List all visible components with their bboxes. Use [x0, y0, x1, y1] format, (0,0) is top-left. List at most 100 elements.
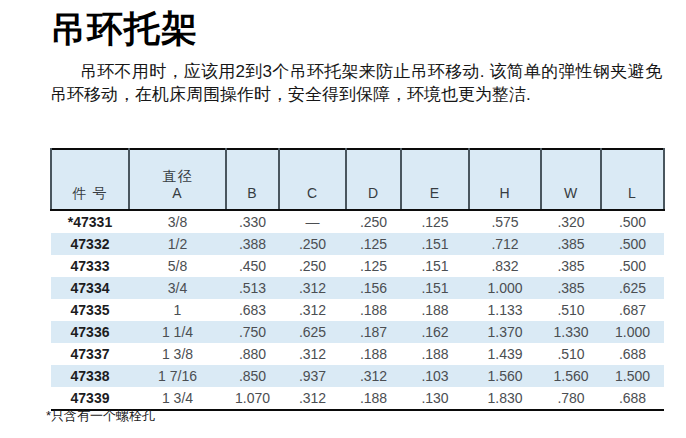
col-header-5: E	[401, 149, 469, 210]
table-cell: .125	[346, 233, 401, 255]
table-row: 473361 1/4.750.625.187.1621.3701.3301.00…	[51, 321, 664, 343]
table-cell: 1 7/16	[129, 365, 226, 387]
table-cell: .687	[601, 299, 664, 321]
parts-table-container: 件 号直径 ABCDEHWL *473313/8.330—.250.125.57…	[50, 148, 663, 411]
table-cell: .156	[346, 277, 401, 299]
table-row: 473321/2.388.250.125.151.712.385.500	[51, 233, 664, 255]
part-number-cell: 47334	[51, 277, 129, 299]
table-cell: 3/8	[129, 210, 226, 233]
table-cell: .510	[541, 299, 601, 321]
table-cell: .780	[541, 387, 601, 410]
part-number-cell: 47333	[51, 255, 129, 277]
footnote: *只含有一个螺栓孔	[46, 407, 155, 425]
part-number-cell: 47335	[51, 299, 129, 321]
table-row: 473351.683.312.188.1881.133.510.687	[51, 299, 664, 321]
table-cell: .312	[279, 277, 346, 299]
table-cell: 3/4	[129, 277, 226, 299]
table-cell: .750	[226, 321, 279, 343]
table-cell: .250	[279, 255, 346, 277]
table-cell: .320	[541, 210, 601, 233]
table-cell: .250	[279, 233, 346, 255]
col-header-1: 直径 A	[129, 149, 226, 210]
table-cell: 1/2	[129, 233, 226, 255]
table-cell: .162	[401, 321, 469, 343]
table-header-row: 件 号直径 ABCDEHWL	[51, 149, 664, 210]
table-body: *473313/8.330—.250.125.575.320.500473321…	[51, 210, 664, 410]
intro-paragraph: 吊环不用时，应该用2到3个吊环托架来防止吊环移动. 该简单的弹性钢夹避免吊环移动…	[50, 60, 662, 106]
part-number-cell: *47331	[51, 210, 129, 233]
table-cell: .330	[226, 210, 279, 233]
table-cell: .850	[226, 365, 279, 387]
table-cell: 1.370	[469, 321, 541, 343]
table-cell: .312	[279, 299, 346, 321]
table-cell: .500	[601, 210, 664, 233]
table-cell: .385	[541, 277, 601, 299]
table-cell: .151	[401, 255, 469, 277]
table-cell: 1.133	[469, 299, 541, 321]
table-cell: .125	[401, 210, 469, 233]
table-cell: 5/8	[129, 255, 226, 277]
table-cell: .312	[279, 343, 346, 365]
col-header-2: B	[226, 149, 279, 210]
table-row: 473371 3/8.880.312.188.1881.439.510.688	[51, 343, 664, 365]
page-title: 吊环托架	[0, 0, 686, 50]
table-cell: .388	[226, 233, 279, 255]
table-cell: .151	[401, 233, 469, 255]
table-cell: .151	[401, 277, 469, 299]
table-cell: 1 1/4	[129, 321, 226, 343]
table-cell: 1.000	[469, 277, 541, 299]
table-cell: .250	[346, 210, 401, 233]
col-header-6: H	[469, 149, 541, 210]
table-cell: .937	[279, 365, 346, 387]
table-cell: 1	[129, 299, 226, 321]
table-cell: .312	[346, 365, 401, 387]
table-cell: 1.330	[541, 321, 601, 343]
part-number-cell: 47336	[51, 321, 129, 343]
table-cell: .188	[346, 387, 401, 410]
table-cell: 1.830	[469, 387, 541, 410]
col-header-7: W	[541, 149, 601, 210]
table-cell: .385	[541, 255, 601, 277]
table-cell: .688	[601, 387, 664, 410]
table-cell: .510	[541, 343, 601, 365]
table-cell: .188	[401, 343, 469, 365]
table-cell: .513	[226, 277, 279, 299]
catalog-page: 吊环托架 吊环不用时，应该用2到3个吊环托架来防止吊环移动. 该简单的弹性钢夹避…	[0, 0, 686, 438]
table-cell: .450	[226, 255, 279, 277]
table-cell: .187	[346, 321, 401, 343]
part-number-cell: 47332	[51, 233, 129, 255]
table-cell: .130	[401, 387, 469, 410]
part-number-cell: 47338	[51, 365, 129, 387]
table-cell: .625	[601, 277, 664, 299]
table-cell: .575	[469, 210, 541, 233]
table-cell: .103	[401, 365, 469, 387]
col-header-8: L	[601, 149, 664, 210]
table-row: 473381 7/16.850.937.312.1031.5601.5601.5…	[51, 365, 664, 387]
table-cell: .500	[601, 233, 664, 255]
table-cell: .312	[279, 387, 346, 410]
table-cell: .683	[226, 299, 279, 321]
table-cell: .188	[346, 299, 401, 321]
table-cell: .125	[346, 255, 401, 277]
col-header-3: C	[279, 149, 346, 210]
col-header-0: 件 号	[51, 149, 129, 210]
table-cell: 1.560	[469, 365, 541, 387]
table-cell: .688	[601, 343, 664, 365]
table-cell: .625	[279, 321, 346, 343]
parts-table: 件 号直径 ABCDEHWL *473313/8.330—.250.125.57…	[50, 148, 665, 411]
table-row: 473335/8.450.250.125.151.832.385.500	[51, 255, 664, 277]
table-cell: —	[279, 210, 346, 233]
table-cell: .880	[226, 343, 279, 365]
table-cell: 1.500	[601, 365, 664, 387]
table-cell: 1 3/8	[129, 343, 226, 365]
table-cell: 1.000	[601, 321, 664, 343]
table-cell: .188	[346, 343, 401, 365]
table-cell: 1.560	[541, 365, 601, 387]
table-cell: .500	[601, 255, 664, 277]
table-row: *473313/8.330—.250.125.575.320.500	[51, 210, 664, 233]
table-cell: .385	[541, 233, 601, 255]
col-header-4: D	[346, 149, 401, 210]
part-number-cell: 47337	[51, 343, 129, 365]
table-cell: .188	[401, 299, 469, 321]
table-cell: .712	[469, 233, 541, 255]
